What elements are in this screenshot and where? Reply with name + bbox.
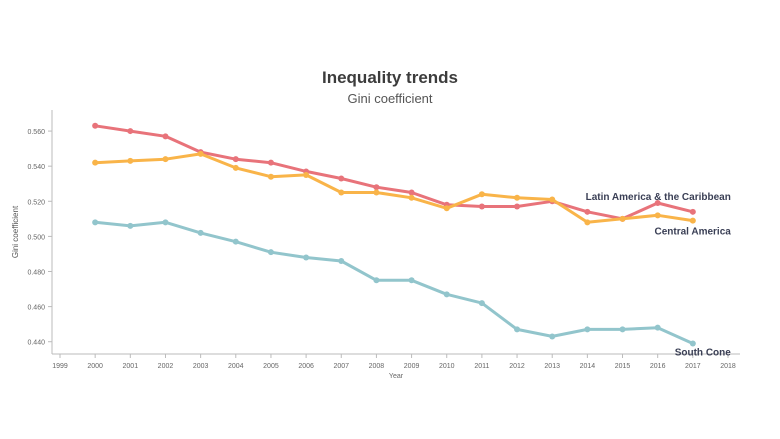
data-point-latin-america-the-caribbean (162, 133, 169, 140)
data-point-latin-america-the-caribbean (338, 175, 345, 182)
data-point-latin-america-the-caribbean (478, 203, 485, 210)
data-point-latin-america-the-caribbean (689, 208, 696, 215)
data-point-latin-america-the-caribbean (514, 203, 521, 210)
x-tick-label: 2016 (650, 363, 666, 370)
data-point-latin-america-the-caribbean (267, 159, 274, 166)
data-point-central-america (549, 196, 556, 203)
x-tick-label: 2005 (263, 363, 279, 370)
chart-title: Inequality trends (321, 68, 459, 87)
data-point-latin-america-the-caribbean (584, 208, 591, 215)
data-point-central-america (584, 219, 591, 226)
series-label-south-cone: South Cone (675, 347, 732, 358)
data-point-south-cone (197, 229, 204, 236)
data-point-latin-america-the-caribbean (408, 189, 415, 196)
x-tick-label: 2000 (87, 363, 103, 370)
series-line-latin-america-the-caribbean (93, 124, 695, 221)
x-tick-label: 2003 (193, 363, 209, 370)
data-point-south-cone (127, 222, 134, 229)
data-point-south-cone (514, 326, 521, 333)
x-tick-label: 2017 (685, 363, 701, 370)
data-point-south-cone (478, 300, 485, 307)
y-axis-label: Gini coefficient (11, 205, 20, 258)
series-label-latin-america-the-caribbean: Latin America & the Caribbean (586, 192, 731, 203)
x-tick-label: 2007 (333, 363, 349, 370)
data-point-central-america (267, 173, 274, 180)
data-point-central-america (408, 194, 415, 201)
data-point-central-america (197, 150, 204, 157)
data-point-latin-america-the-caribbean (92, 122, 99, 129)
x-tick-label: 2010 (439, 363, 455, 370)
data-point-south-cone (654, 324, 661, 331)
series-label-central-america: Central America (655, 227, 732, 238)
x-tick-label: 2011 (474, 363, 489, 370)
y-tick-label: 0.460 (27, 305, 45, 312)
data-point-latin-america-the-caribbean (232, 156, 239, 163)
data-point-latin-america-the-caribbean (654, 200, 661, 207)
x-tick-label: 2018 (720, 363, 736, 370)
series-line-south-cone (93, 220, 695, 345)
data-point-south-cone (443, 291, 450, 298)
x-tick-label: 2002 (158, 363, 174, 370)
data-point-south-cone (232, 238, 239, 245)
data-point-south-cone (267, 249, 274, 256)
x-tick-label: 2004 (228, 363, 244, 370)
data-point-south-cone (584, 326, 591, 333)
data-point-south-cone (162, 219, 169, 226)
data-point-south-cone (303, 254, 310, 261)
y-tick-label: 0.540 (27, 164, 45, 171)
y-tick-label: 0.480 (27, 269, 45, 276)
x-tick-label: 2014 (580, 363, 596, 370)
data-point-south-cone (619, 326, 626, 333)
data-point-central-america (92, 159, 99, 166)
chart-subtitle: Gini coefficient (347, 91, 433, 106)
data-point-south-cone (373, 277, 380, 284)
data-point-latin-america-the-caribbean (127, 128, 134, 135)
data-point-south-cone (549, 333, 556, 340)
x-tick-label: 2006 (298, 363, 314, 370)
data-point-central-america (338, 189, 345, 196)
data-point-central-america (514, 194, 521, 201)
x-tick-label: 2015 (615, 363, 631, 370)
x-tick-label: 2001 (123, 363, 139, 370)
data-point-central-america (478, 191, 485, 198)
y-tick-label: 0.560 (27, 129, 45, 136)
x-tick-label: 2013 (544, 363, 560, 370)
data-point-central-america (127, 157, 134, 164)
data-point-south-cone (689, 340, 696, 347)
y-tick-label: 0.520 (27, 199, 45, 206)
data-point-south-cone (338, 257, 345, 264)
data-point-central-america (443, 205, 450, 212)
data-point-south-cone (92, 219, 99, 226)
data-point-central-america (619, 215, 626, 222)
data-point-central-america (373, 189, 380, 196)
data-point-central-america (689, 217, 696, 224)
x-tick-label: 2009 (404, 363, 420, 370)
series-line-central-america (93, 152, 695, 224)
data-point-south-cone (408, 277, 415, 284)
data-point-central-america (654, 212, 661, 219)
data-point-central-america (303, 171, 310, 178)
y-tick-label: 0.500 (27, 234, 45, 241)
y-tick-label: 0.440 (27, 340, 45, 347)
x-axis-label: Year (389, 373, 404, 380)
data-point-central-america (162, 156, 169, 163)
x-tick-label: 1999 (52, 363, 68, 370)
x-tick-label: 2012 (509, 363, 525, 370)
data-point-latin-america-the-caribbean (373, 184, 380, 191)
data-point-central-america (232, 164, 239, 171)
x-tick-label: 2008 (369, 363, 385, 370)
